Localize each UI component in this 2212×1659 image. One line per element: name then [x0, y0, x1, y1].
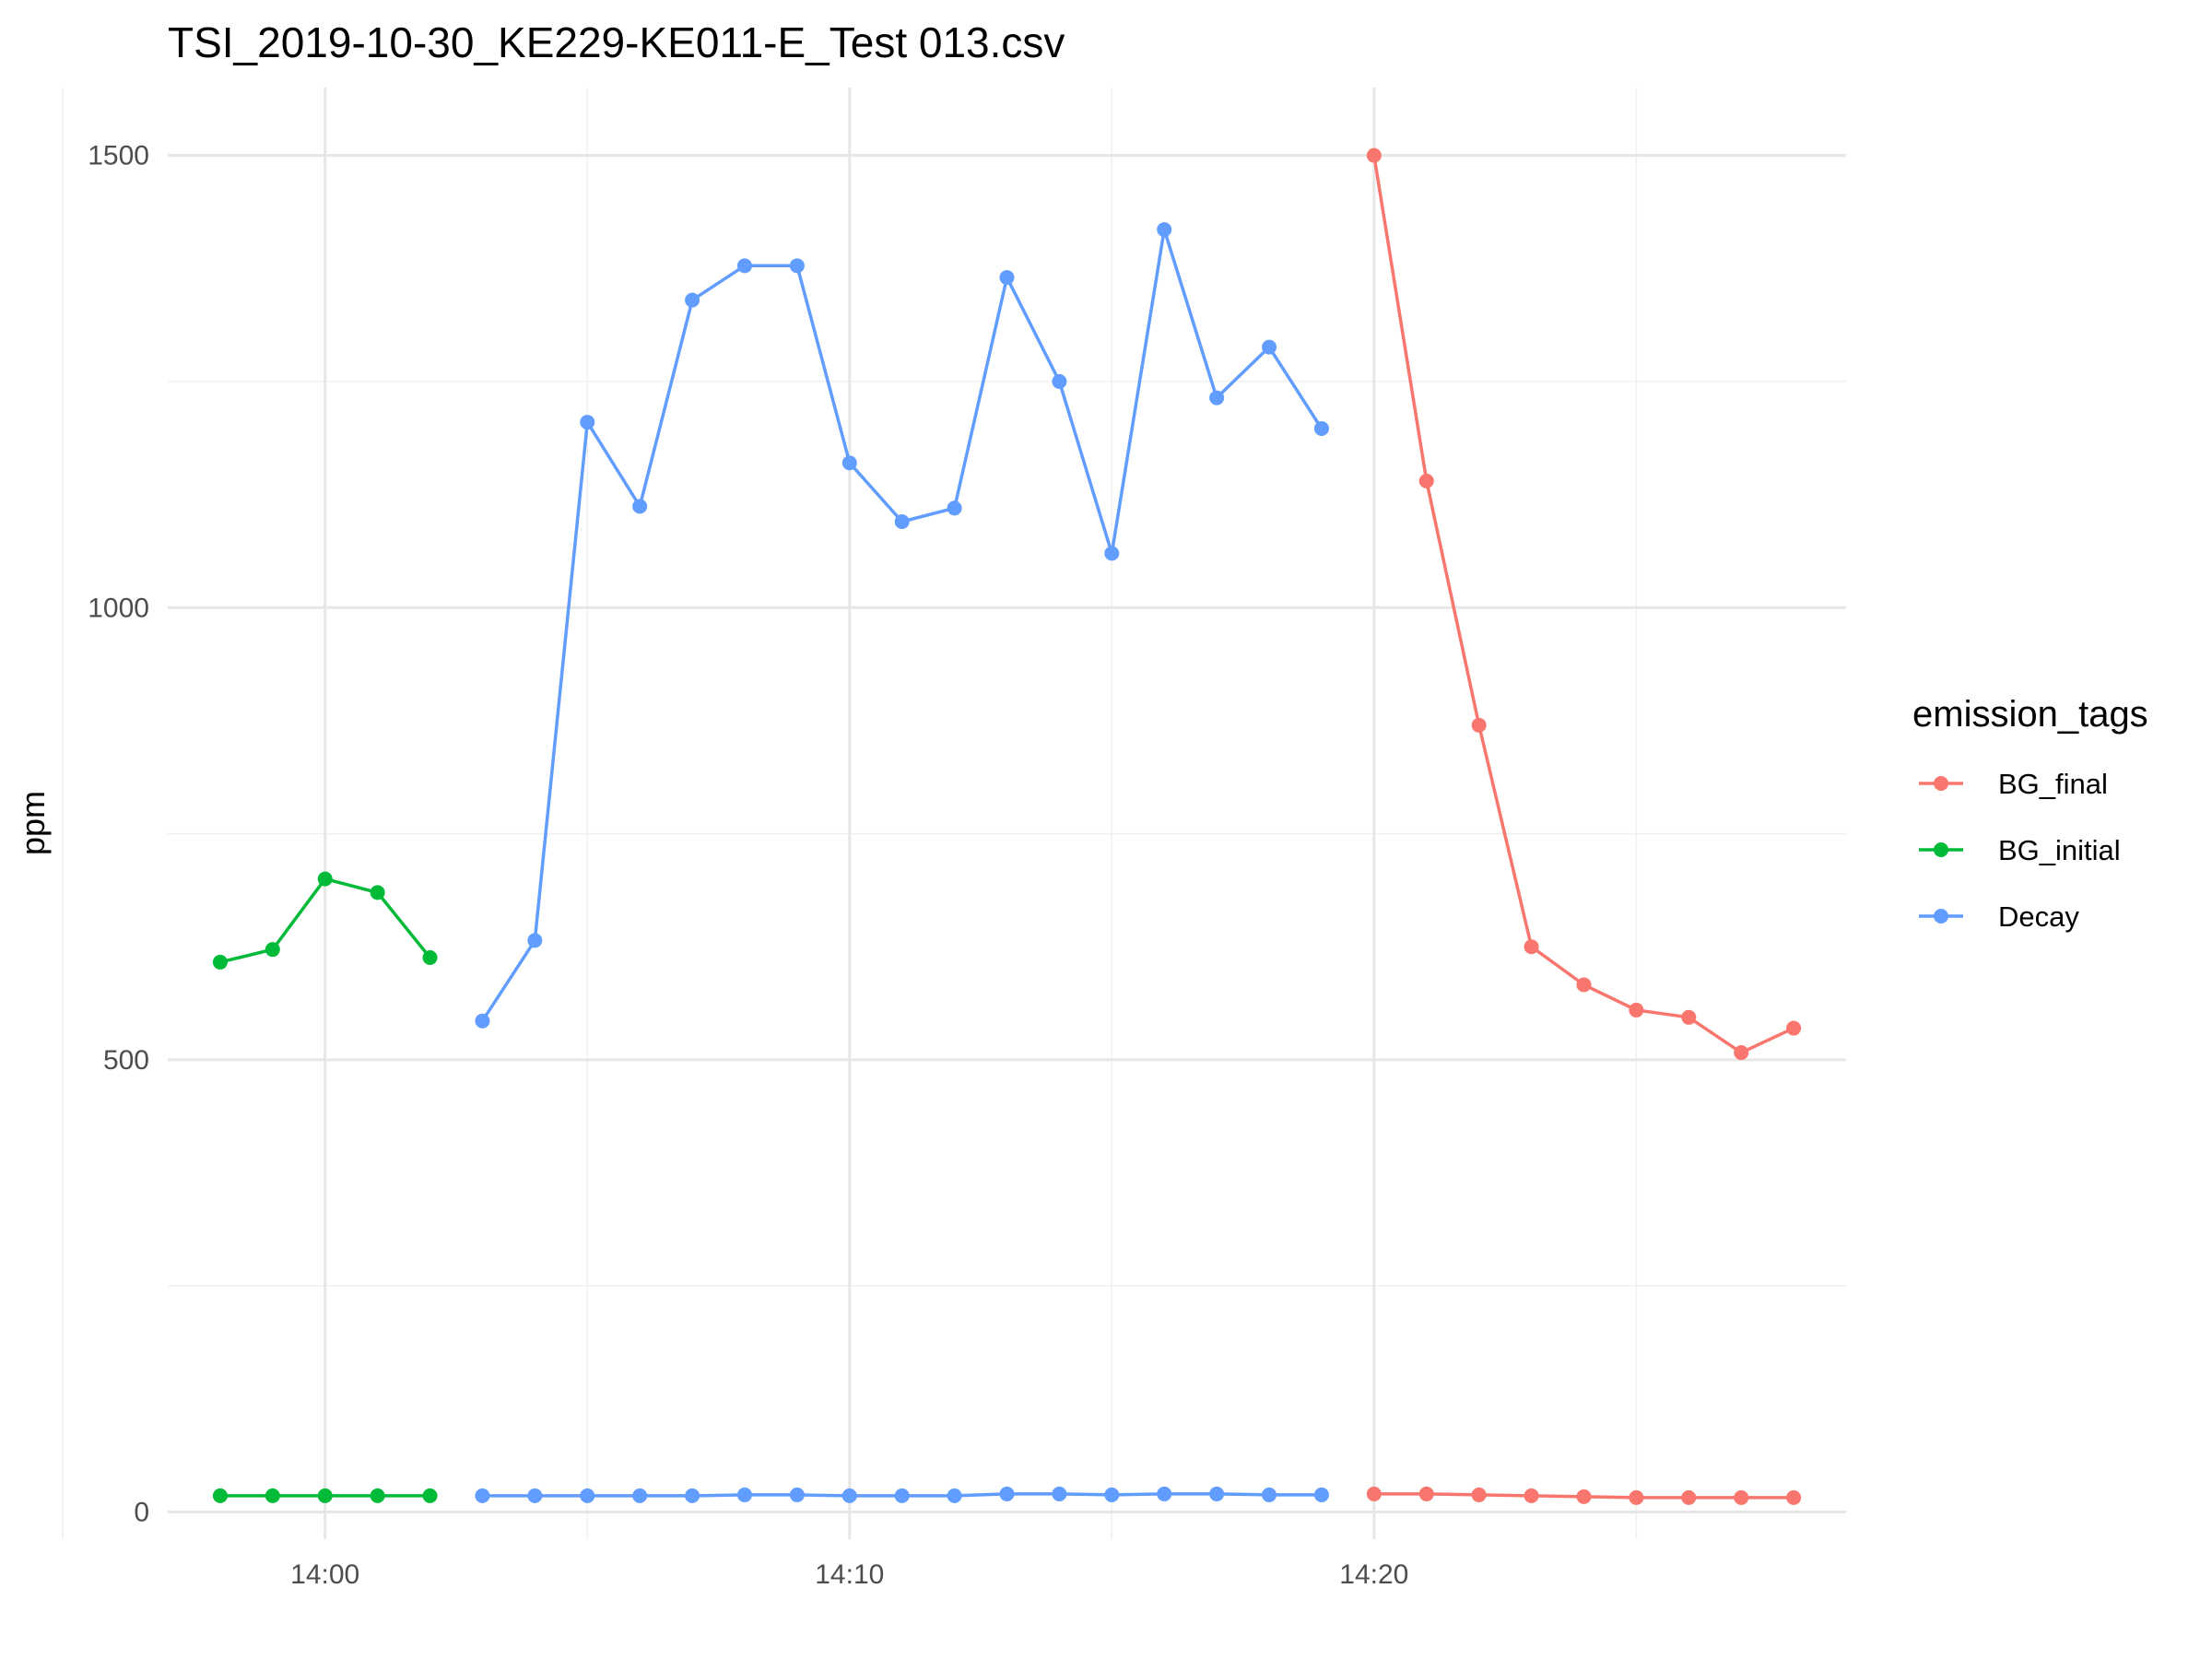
- data-point: [1052, 373, 1067, 389]
- data-point: [422, 950, 438, 966]
- data-point: [1786, 1489, 1802, 1505]
- data-point: [1681, 1009, 1697, 1025]
- data-point: [1576, 977, 1592, 993]
- data-point: [1209, 390, 1225, 406]
- data-point: [1157, 1486, 1172, 1501]
- y-tick-label: 1500: [88, 141, 149, 171]
- data-point: [947, 1488, 962, 1503]
- x-tick-label: 14:20: [1339, 1559, 1408, 1590]
- data-point: [527, 1488, 543, 1503]
- data-point: [1418, 1486, 1434, 1501]
- data-point: [685, 292, 700, 308]
- data-point: [580, 1488, 595, 1503]
- data-point: [1209, 1486, 1225, 1501]
- data-point: [1313, 420, 1329, 436]
- x-axis-ticks: 14:00 14:10 14:20: [290, 1559, 1408, 1590]
- data-point: [947, 500, 962, 516]
- data-point: [632, 499, 648, 514]
- data-point: [894, 514, 910, 530]
- data-point: [475, 1013, 490, 1029]
- series-group: [212, 147, 1802, 1505]
- data-point: [265, 942, 280, 958]
- x-tick-label: 14:00: [290, 1559, 359, 1590]
- data-point: [1418, 473, 1434, 488]
- data-point: [1052, 1486, 1067, 1501]
- data-point: [1734, 1045, 1749, 1061]
- data-point: [475, 1488, 490, 1503]
- data-point: [1104, 1487, 1120, 1502]
- data-point: [422, 1488, 438, 1503]
- data-point: [1471, 1487, 1487, 1502]
- data-point: [789, 258, 805, 274]
- data-point: [789, 1487, 805, 1502]
- data-point: [632, 1488, 648, 1503]
- legend: emission_tags BG_final BG_initial Decay: [1912, 694, 2148, 933]
- data-point: [1734, 1489, 1749, 1505]
- data-point: [212, 1488, 228, 1503]
- legend-entry: BG_final: [1919, 768, 2108, 800]
- y-axis-ticks: 0 500 1000 1500: [88, 141, 149, 1528]
- data-point: [1576, 1488, 1592, 1504]
- data-point: [1629, 1489, 1644, 1505]
- data-point: [212, 954, 228, 970]
- data-point: [1786, 1020, 1802, 1036]
- data-point: [999, 1486, 1015, 1501]
- data-point: [736, 258, 752, 274]
- data-point: [1104, 546, 1120, 561]
- y-tick-label: 0: [134, 1498, 149, 1528]
- data-point: [1629, 1002, 1644, 1018]
- data-point: [317, 1488, 333, 1503]
- data-point: [1157, 222, 1172, 238]
- data-point: [999, 270, 1015, 286]
- data-point: [1313, 1487, 1329, 1502]
- legend-key-point: [1934, 842, 1948, 857]
- data-point: [894, 1488, 910, 1503]
- y-axis-label: ppm: [14, 791, 52, 855]
- legend-key-point: [1934, 776, 1948, 791]
- y-tick-label: 500: [103, 1045, 149, 1076]
- y-tick-label: 1000: [88, 593, 149, 623]
- data-point: [841, 455, 857, 471]
- legend-key-point: [1934, 909, 1948, 924]
- data-point: [370, 1488, 385, 1503]
- data-point: [841, 1488, 857, 1503]
- data-point: [1681, 1489, 1697, 1505]
- legend-label: Decay: [1998, 900, 2079, 933]
- data-point: [1262, 339, 1277, 355]
- x-tick-label: 14:10: [815, 1559, 884, 1590]
- legend-entry: BG_initial: [1919, 834, 2121, 866]
- series-decay: [475, 222, 1329, 1503]
- series-bg-final: [1366, 147, 1802, 1505]
- legend-entry: Decay: [1919, 900, 2079, 933]
- data-point: [527, 933, 543, 948]
- data-point: [736, 1487, 752, 1502]
- data-point: [1471, 717, 1487, 733]
- data-point: [1366, 147, 1382, 163]
- data-point: [580, 415, 595, 430]
- data-point: [370, 885, 385, 900]
- data-point: [1524, 1488, 1539, 1503]
- data-point: [1262, 1487, 1277, 1502]
- series-line: [480, 228, 1324, 1022]
- legend-label: BG_initial: [1998, 834, 2121, 866]
- series-bg-initial: [212, 871, 438, 1503]
- legend-title: emission_tags: [1912, 694, 2148, 735]
- grid: [62, 88, 1846, 1539]
- data-point: [1524, 939, 1539, 955]
- series-line: [1372, 155, 1794, 1054]
- chart-title: TSI_2019-10-30_KE229-KE011-E_Test 013.cs…: [168, 18, 1065, 66]
- data-point: [685, 1488, 700, 1503]
- data-point: [1366, 1486, 1382, 1501]
- data-point: [317, 871, 333, 887]
- legend-label: BG_final: [1998, 768, 2108, 800]
- data-point: [265, 1488, 280, 1503]
